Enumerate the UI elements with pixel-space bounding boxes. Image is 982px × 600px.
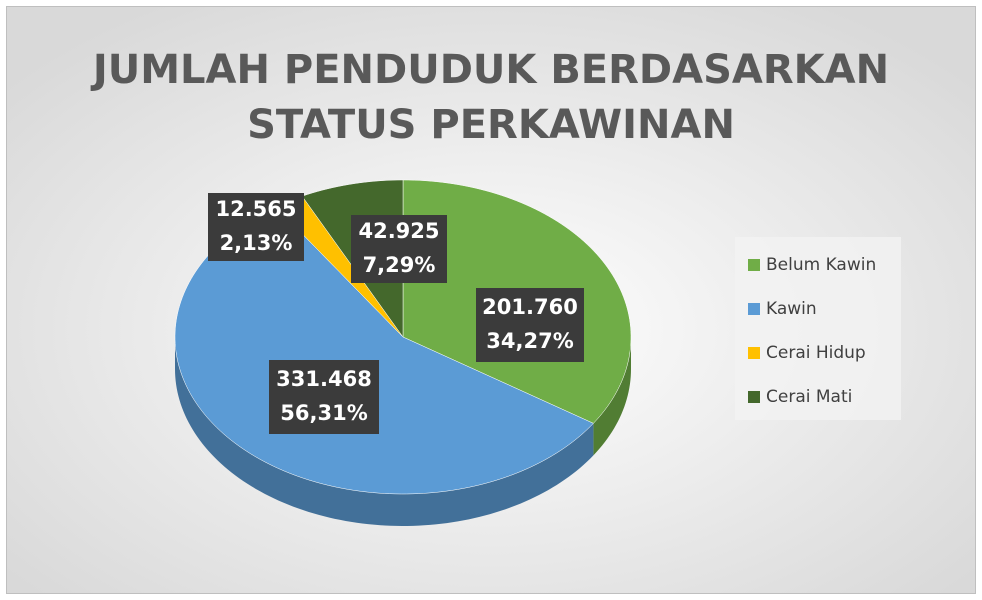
legend-label: Cerai Hidup (766, 343, 866, 363)
legend-swatch (748, 391, 760, 403)
data-label: 331.468 (276, 367, 372, 391)
legend-label: Kawin (766, 299, 817, 319)
legend-swatch (748, 259, 760, 271)
slice-side (593, 337, 631, 456)
legend-swatch (748, 303, 760, 315)
data-label: 7,29% (363, 253, 436, 277)
data-label: 12.565 (215, 197, 296, 221)
data-label: 42.925 (358, 219, 439, 243)
legend (735, 237, 901, 420)
data-label: 34,27% (486, 329, 573, 353)
data-label-box (476, 288, 584, 362)
chart-title: STATUS PERKAWINAN (247, 102, 735, 148)
data-label: 2,13% (220, 231, 293, 255)
data-label-box (351, 215, 447, 283)
data-label-box (208, 193, 304, 261)
slice-side (175, 337, 594, 526)
data-label: 201.760 (482, 295, 578, 319)
legend-label: Cerai Mati (766, 387, 852, 407)
data-label-box (269, 360, 379, 434)
chart-title: JUMLAH PENDUDUK BERDASARKAN (90, 47, 889, 93)
legend-label: Belum Kawin (766, 255, 876, 275)
data-label: 56,31% (280, 401, 367, 425)
legend-swatch (748, 347, 760, 359)
